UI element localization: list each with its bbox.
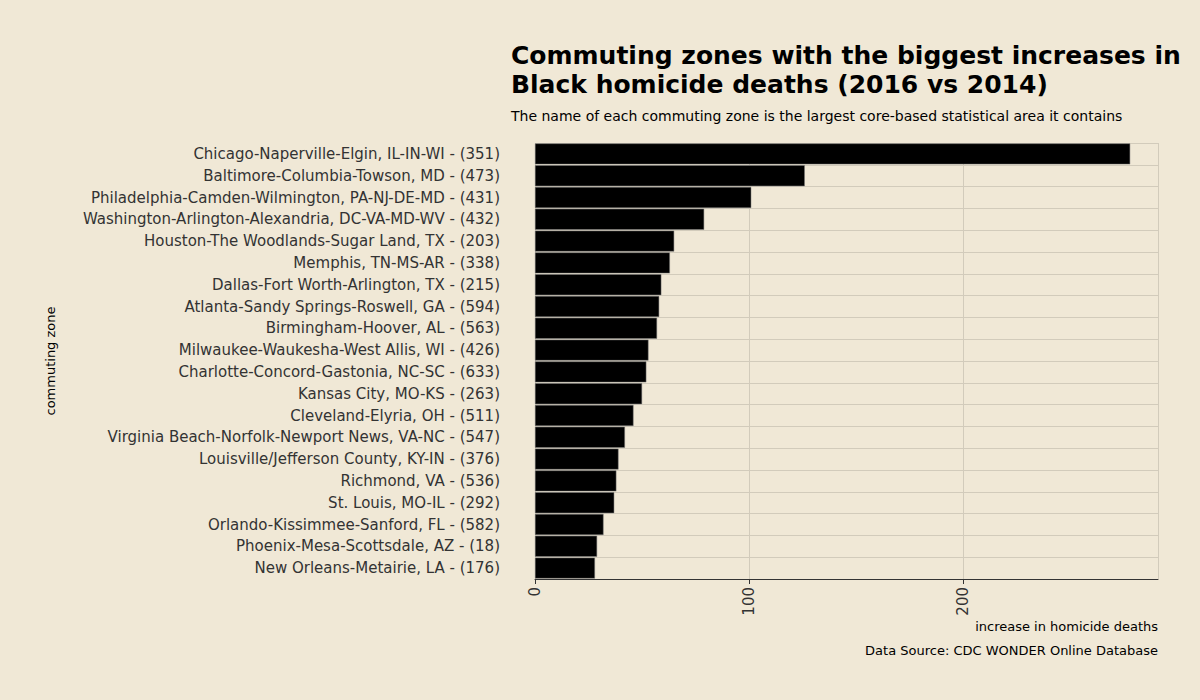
- svg-text:Data Source: CDC WONDER Online: Data Source: CDC WONDER Online Database: [865, 643, 1158, 658]
- svg-text:The name of each commuting zon: The name of each commuting zone is the l…: [510, 108, 1122, 124]
- svg-text:Milwaukee-Waukesha-West Allis,: Milwaukee-Waukesha-West Allis, WI - (426…: [179, 341, 500, 359]
- svg-text:Baltimore-Columbia-Towson, MD: Baltimore-Columbia-Towson, MD - (473): [203, 167, 500, 185]
- svg-text:Atlanta-Sandy Springs-Roswell,: Atlanta-Sandy Springs-Roswell, GA - (594…: [184, 298, 500, 316]
- svg-text:St. Louis, MO-IL - (292): St. Louis, MO-IL - (292): [328, 494, 500, 512]
- svg-text:New Orleans-Metairie, LA - (17: New Orleans-Metairie, LA - (176): [254, 559, 500, 577]
- svg-text:Virginia Beach-Norfolk-Newport: Virginia Beach-Norfolk-Newport News, VA-…: [108, 428, 500, 446]
- svg-text:Orlando-Kissimmee-Sanford, FL: Orlando-Kissimmee-Sanford, FL - (582): [208, 516, 500, 534]
- svg-text:Black homicide deaths (2016 vs: Black homicide deaths (2016 vs 2014): [511, 70, 1048, 99]
- svg-text:100: 100: [740, 587, 758, 616]
- svg-text:Chicago-Naperville-Elgin, IL-I: Chicago-Naperville-Elgin, IL-IN-WI - (35…: [193, 145, 500, 163]
- svg-text:0: 0: [526, 587, 544, 597]
- svg-text:Dallas-Fort Worth-Arlington, T: Dallas-Fort Worth-Arlington, TX - (215): [212, 276, 500, 294]
- svg-text:200: 200: [954, 587, 972, 616]
- svg-text:Louisville/Jefferson County, K: Louisville/Jefferson County, KY-IN - (37…: [199, 450, 500, 468]
- svg-text:Philadelphia-Camden-Wilmington: Philadelphia-Camden-Wilmington, PA-NJ-DE…: [91, 189, 500, 207]
- svg-text:commuting zone: commuting zone: [43, 306, 58, 415]
- svg-text:Kansas City, MO-KS - (263): Kansas City, MO-KS - (263): [298, 385, 500, 403]
- svg-text:increase in homicide deaths: increase in homicide deaths: [975, 619, 1158, 634]
- svg-text:Memphis, TN-MS-AR - (338): Memphis, TN-MS-AR - (338): [293, 254, 500, 272]
- svg-text:Birmingham-Hoover, AL - (563): Birmingham-Hoover, AL - (563): [266, 319, 500, 337]
- svg-text:Cleveland-Elyria, OH - (511): Cleveland-Elyria, OH - (511): [290, 407, 500, 425]
- svg-text:Richmond, VA - (536): Richmond, VA - (536): [340, 472, 500, 490]
- svg-text:Commuting zones with the bigge: Commuting zones with the biggest increas…: [511, 41, 1181, 70]
- svg-text:Houston-The Woodlands-Sugar La: Houston-The Woodlands-Sugar Land, TX - (…: [144, 232, 500, 250]
- svg-text:Phoenix-Mesa-Scottsdale, AZ -: Phoenix-Mesa-Scottsdale, AZ - (18): [236, 537, 500, 555]
- svg-text:Washington-Arlington-Alexandri: Washington-Arlington-Alexandria, DC-VA-M…: [83, 210, 500, 228]
- svg-text:Charlotte-Concord-Gastonia, NC: Charlotte-Concord-Gastonia, NC-SC - (633…: [178, 363, 500, 381]
